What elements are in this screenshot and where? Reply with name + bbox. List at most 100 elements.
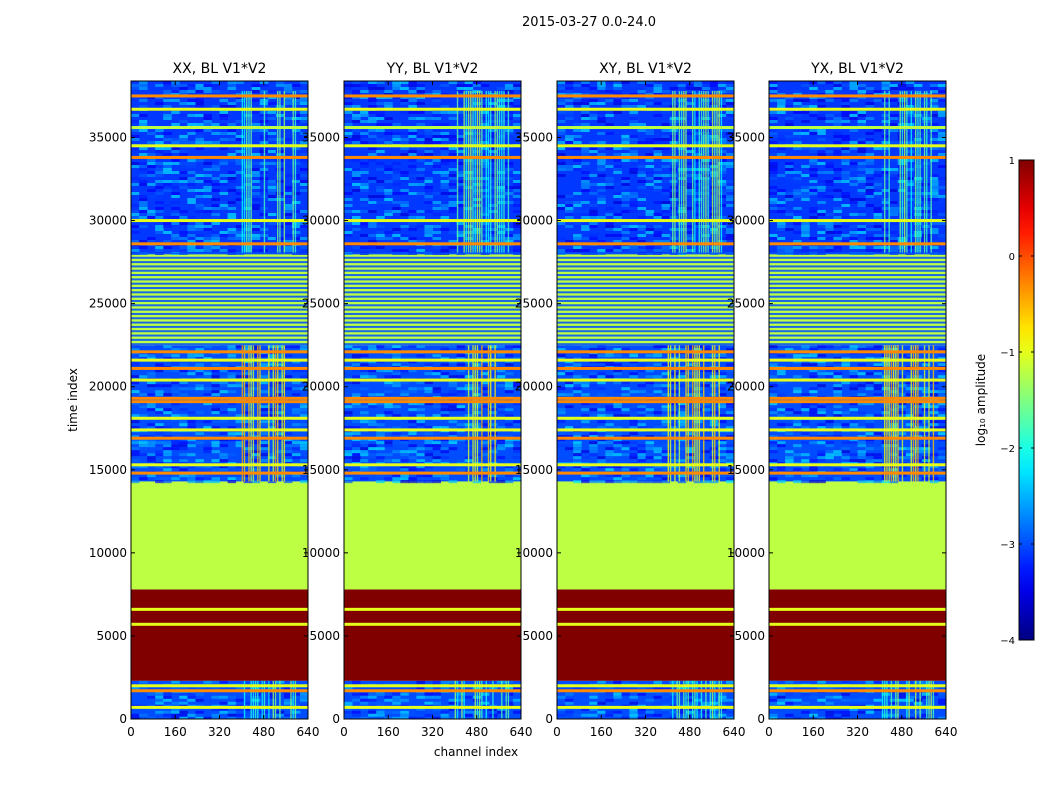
figure-title: 2015-03-27 0.0-24.0 [522,15,656,30]
noise-cell [669,432,679,436]
noise-cell [267,222,277,225]
noise-cell [817,84,826,87]
noise-cell [653,153,663,156]
noise-cell [488,186,498,189]
noise-cell [621,198,630,201]
noise-cell [685,90,695,93]
noise-cell [897,87,907,90]
noise-cell [163,246,172,249]
noise-cell [637,225,646,228]
noise-cell [283,204,293,207]
noise-cell [155,84,164,87]
noise-cell [171,360,180,364]
rfi-stripe [694,680,696,719]
noise-cell [195,390,204,394]
noise-cell [817,345,826,349]
heatmap-image [769,81,946,719]
noise-cell [637,444,646,448]
noise-cell [873,456,883,460]
noise-cell [352,171,361,174]
noise-cell [785,411,794,415]
noise-cell [251,180,261,183]
noise-cell [131,360,140,364]
noise-cell [139,81,148,84]
noise-cell [424,201,433,204]
noise-cell [243,447,253,451]
noise-cell [637,81,646,84]
noise-cell [131,716,140,719]
noise-cell [669,171,679,174]
noise-cell [267,189,277,192]
noise-cell [685,231,695,234]
noise-cell [416,192,425,195]
y-tick-label: 35000 [515,130,553,144]
noise-cell [440,183,450,186]
noise-cell [283,102,293,105]
noise-cell [629,480,638,484]
noise-cell [155,120,164,123]
noise-cell [605,234,614,237]
noise-cell [480,189,490,192]
noise-cell [565,435,574,439]
noise-cell [504,411,514,415]
noise-cell [275,402,285,406]
noise-cell [488,174,498,177]
noise-cell [937,369,946,373]
noise-cell [565,369,574,373]
noise-cell [637,105,646,108]
noise-cell [456,692,466,696]
noise-cell [597,345,606,349]
noise-cell [456,390,466,394]
noise-cell [693,123,703,126]
noise-cell [163,105,172,108]
noise-cell [817,360,826,364]
noise-cell [581,147,590,150]
noise-cell [653,159,663,162]
noise-cell [171,90,180,93]
noise-cell [203,210,212,213]
noise-cell [605,423,614,427]
noise-cell [195,420,204,424]
noise-cell [299,114,308,117]
noise-cell [416,381,425,385]
noise-cell [793,360,802,364]
noise-cell [661,240,671,243]
noise-cell [605,132,614,135]
noise-cell [131,138,140,141]
band-stripe [131,269,308,272]
noise-cell [921,459,931,463]
noise-cell [376,381,385,385]
noise-cell [416,84,425,87]
noise-cell [605,213,614,216]
rfi-stripe [283,90,286,254]
noise-cell [833,372,842,376]
noise-cell [573,204,582,207]
noise-cell [512,171,521,174]
rfi-stripe [481,90,483,254]
noise-cell [597,408,606,412]
noise-cell [817,408,826,412]
noise-cell [613,168,622,171]
noise-cell [456,369,466,373]
noise-cell [195,480,204,484]
noise-cell [929,369,939,373]
noise-cell [833,698,842,702]
noise-cell [211,459,220,463]
noise-cell [392,363,401,367]
noise-cell [512,225,521,228]
noise-cell [235,432,245,436]
noise-cell [203,237,212,240]
noise-cell [195,432,204,436]
noise-cell [139,120,148,123]
noise-cell [669,237,679,240]
noise-cell [352,114,361,117]
noise-cell [817,405,826,409]
noise-cell [416,138,425,141]
noise-cell [504,692,514,696]
noise-cell [376,713,385,717]
region-cell [557,589,734,681]
noise-cell [299,408,308,412]
noise-cell [504,680,514,684]
noise-cell [283,698,293,702]
noise-cell [267,692,277,696]
